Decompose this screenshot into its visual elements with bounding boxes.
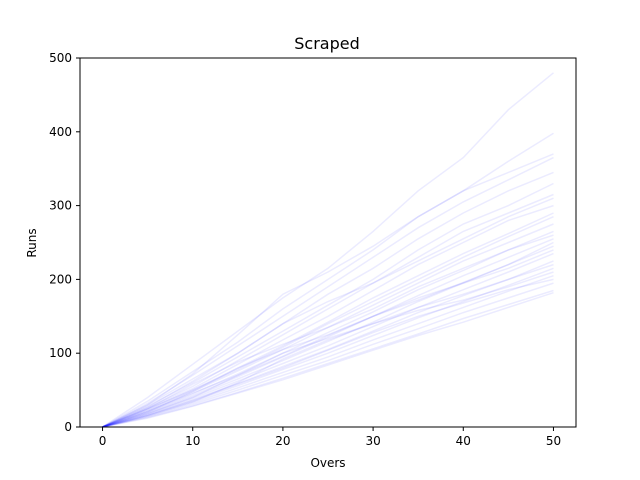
series-line-1 [102,72,554,428]
y-axis: 0 100 200 300 400 500 [49,51,80,434]
series-line-20 [102,263,554,428]
series-lines [102,72,554,428]
series-line-3 [102,153,554,428]
series-line-8 [102,204,554,428]
series-line-2 [102,132,554,428]
x-tick-label: 30 [365,434,380,448]
series-line-11 [102,230,554,428]
series-line-28 [102,216,554,428]
series-line-7 [102,193,554,428]
series-line-25 [102,278,554,428]
series-line-12 [102,238,554,428]
series-line-22 [102,234,554,428]
x-tick-label: 0 [99,434,107,448]
x-tick-label: 20 [275,434,290,448]
y-tick-label: 0 [64,420,72,434]
series-line-23 [102,271,554,428]
series-line-18 [102,282,554,428]
x-axis: 0 10 20 30 40 50 [99,427,561,448]
series-line-13 [102,245,554,428]
y-tick-label: 100 [49,346,72,360]
series-line-24 [102,241,554,428]
x-tick-label: 40 [456,434,471,448]
x-tick-label: 50 [546,434,561,448]
series-line-9 [102,212,554,428]
x-axis-label: Overs [310,456,345,470]
series-line-10 [102,223,554,428]
series-line-14 [102,252,554,428]
series-line-5 [102,171,554,428]
series-line-15 [102,260,554,428]
y-tick-label: 400 [49,125,72,139]
plot-frame [79,57,577,428]
y-axis-label: Runs [25,228,39,257]
series-line-17 [102,274,554,428]
chart-title: Scraped [294,34,360,53]
y-tick-label: 200 [49,272,72,286]
y-tick-label: 500 [49,51,72,65]
series-line-6 [102,182,554,428]
series-line-27 [102,291,554,428]
series-line-19 [102,289,554,428]
series-line-21 [102,249,554,428]
series-line-26 [102,197,554,428]
series-line-4 [102,156,554,428]
x-tick-label: 10 [185,434,200,448]
y-tick-label: 300 [49,199,72,213]
series-line-16 [102,267,554,428]
